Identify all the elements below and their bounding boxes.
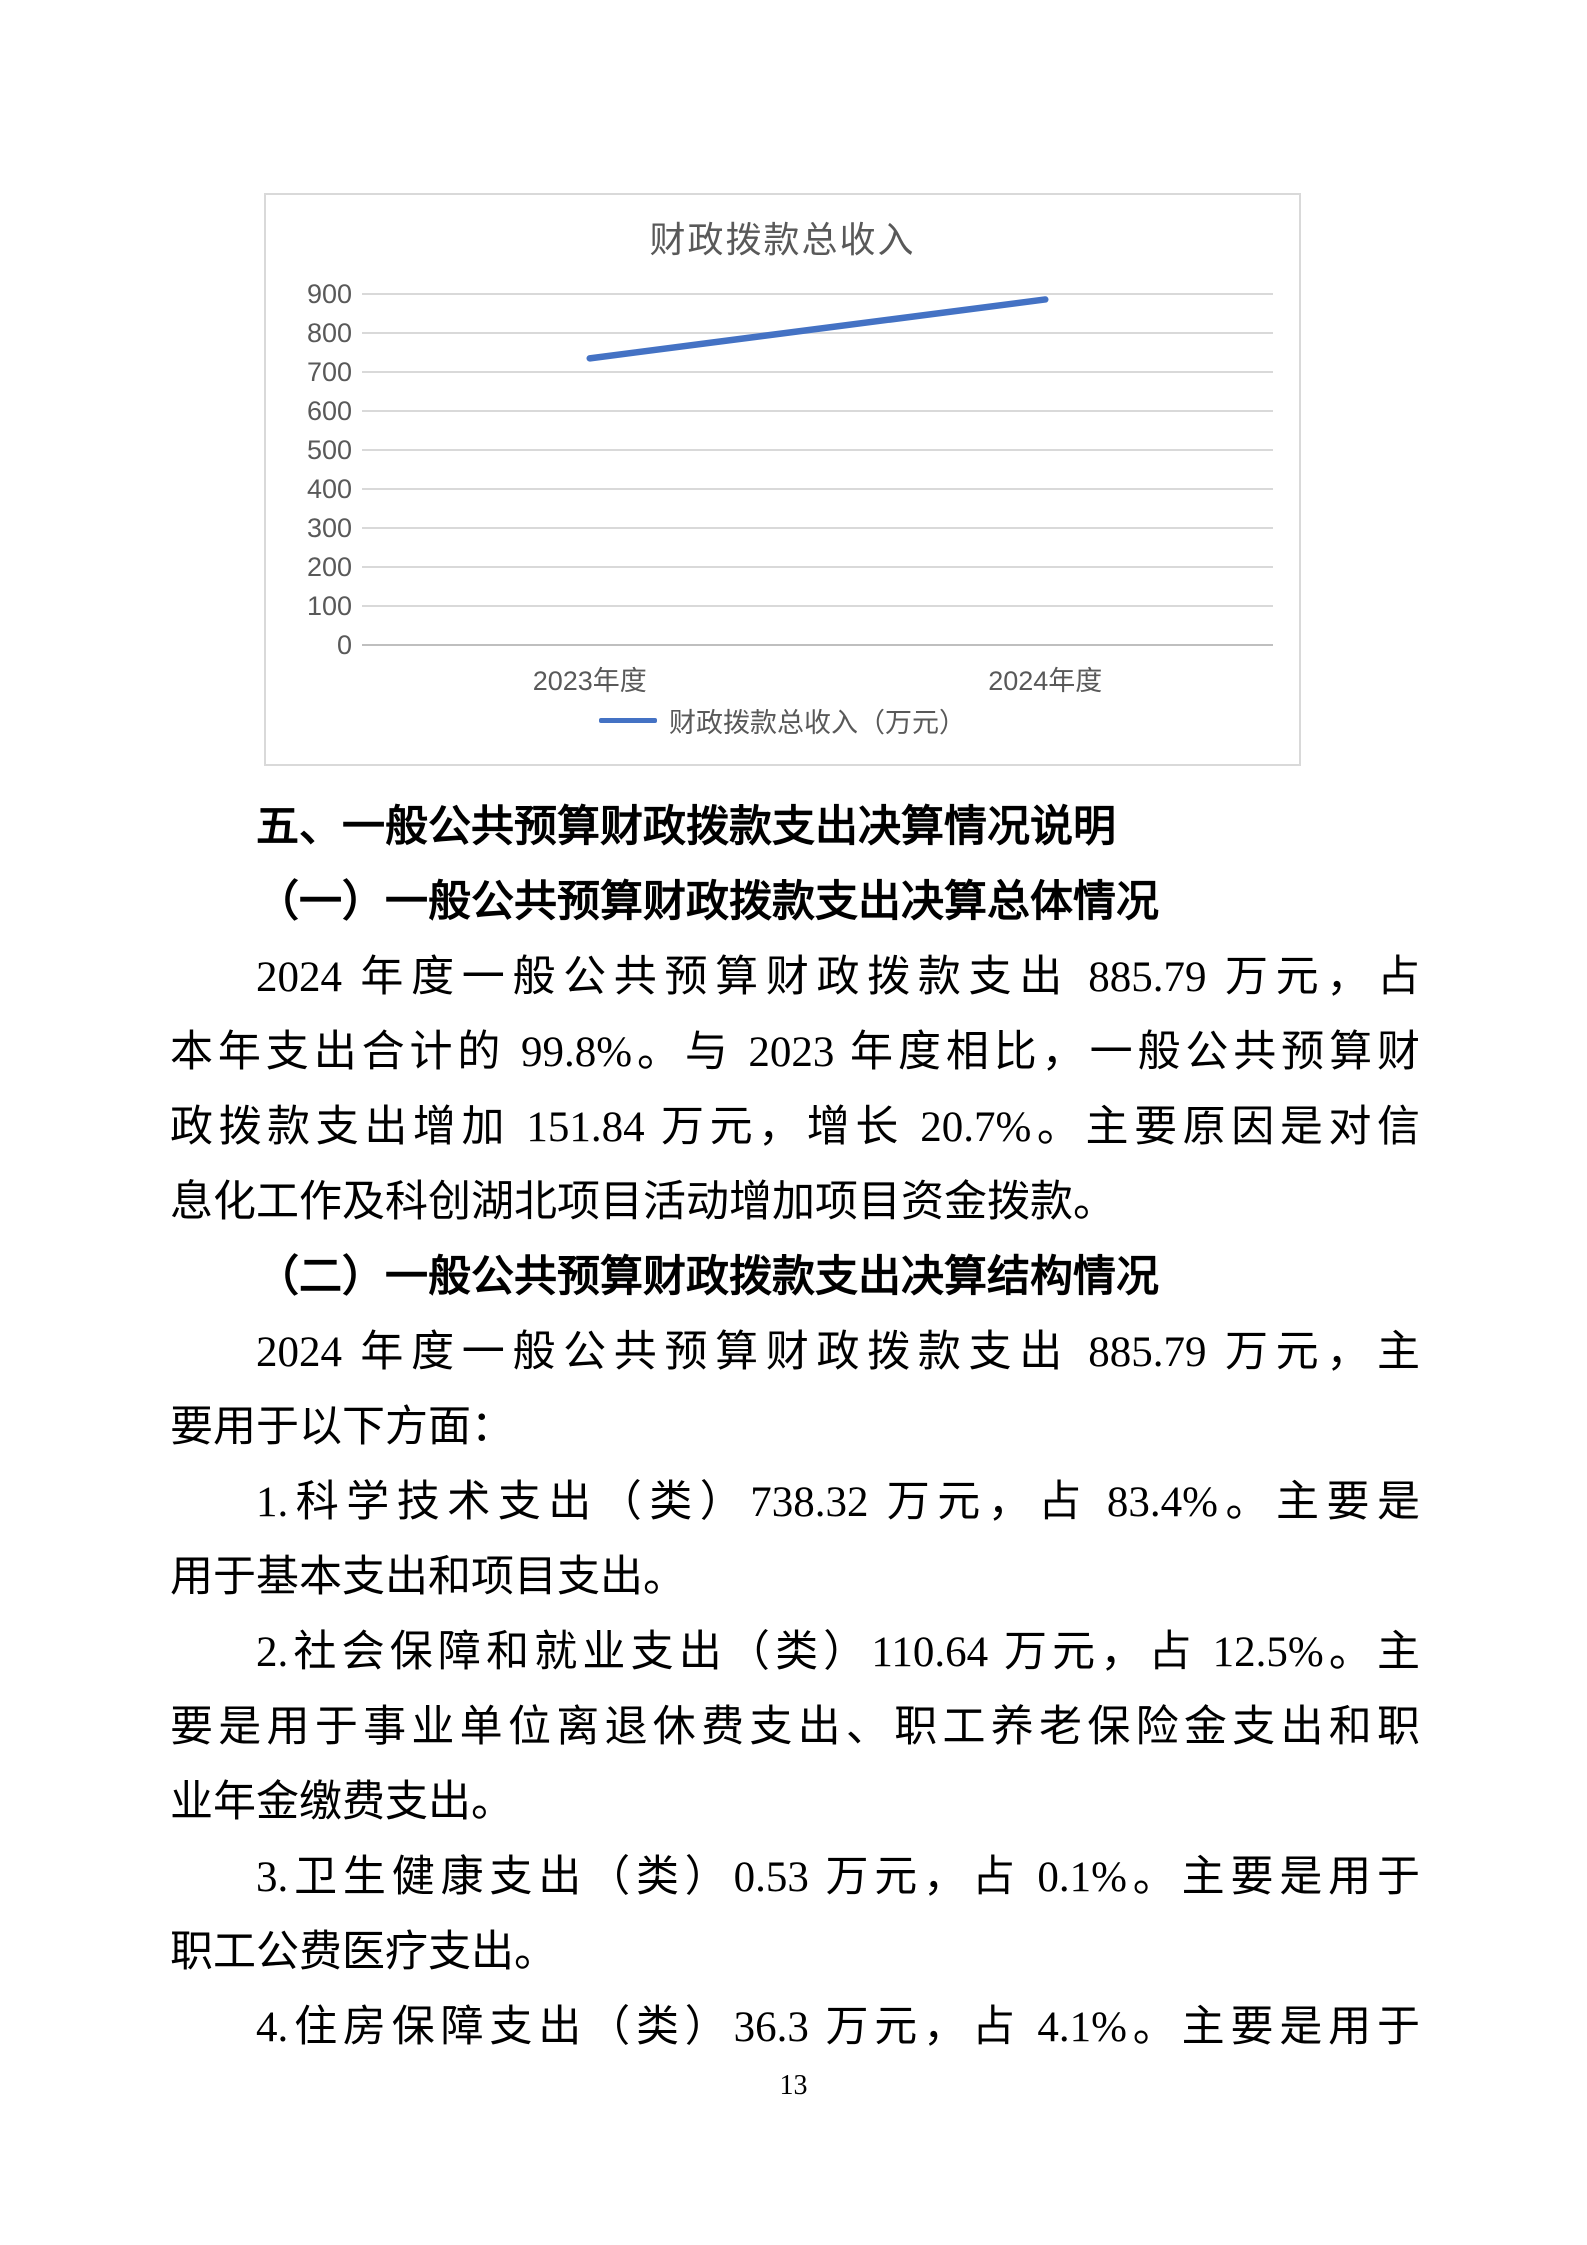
gridline bbox=[362, 293, 1273, 295]
section-heading: 五、一般公共预算财政拨款支出决算情况说明 bbox=[256, 803, 1116, 851]
body-line: 4.住房保障支出（类）36.3 万元，占 4.1%。主要是用于 bbox=[256, 2004, 1420, 2051]
gridline bbox=[362, 332, 1273, 334]
page-number: 13 bbox=[779, 2070, 808, 2101]
body-line: 业年金缴费支出。 bbox=[170, 1779, 514, 1826]
y-axis-tick-label: 800 bbox=[306, 318, 352, 348]
gridline bbox=[362, 449, 1273, 451]
chart-title: 财政拨款总收入 bbox=[649, 219, 916, 260]
x-axis-tick-label: 2024年度 bbox=[988, 666, 1103, 696]
y-axis-tick-label: 700 bbox=[306, 357, 352, 387]
gridline bbox=[362, 527, 1273, 529]
body-line: 职工公费医疗支出。 bbox=[170, 1929, 557, 1976]
body-line: 要用于以下方面： bbox=[170, 1404, 514, 1451]
y-axis-tick-label: 600 bbox=[306, 396, 352, 426]
gridline bbox=[362, 644, 1273, 646]
body-line: 用于基本支出和项目支出。 bbox=[170, 1554, 686, 1601]
y-axis-tick-label: 900 bbox=[306, 279, 352, 309]
legend-label: 财政拨款总收入（万元） bbox=[669, 708, 966, 738]
body-line: 政拨款支出增加 151.84 万元，增长 20.7%。主要原因是对信 bbox=[170, 1104, 1420, 1151]
chart-plot-area: 0 100 200 300 400 500 600 700 800 900 2023年度 2024年度 bbox=[266, 195, 1299, 764]
y-axis-tick-label: 500 bbox=[306, 435, 352, 465]
gridline bbox=[362, 566, 1273, 568]
body-line: 2.社会保障和就业支出（类）110.64 万元，占 12.5%。主 bbox=[256, 1629, 1420, 1676]
y-axis-tick-label: 300 bbox=[306, 513, 352, 543]
body-line: 要是用于事业单位离退休费支出、职工养老保险金支出和职 bbox=[170, 1704, 1420, 1751]
section-heading: （二）一般公共预算财政拨款支出决算结构情况 bbox=[256, 1254, 1159, 1301]
document-body: 五、一般公共预算财政拨款支出决算情况说明 （一）一般公共预算财政拨款支出决算总体情… bbox=[170, 790, 1420, 2065]
body-line: 2024 年度一般公共预算财政拨款支出 885.79 万元，占 bbox=[256, 954, 1420, 1001]
fiscal-income-chart: 财政拨款总收入 0 100 200 300 400 500 600 700 800 900 2023… bbox=[264, 193, 1301, 766]
y-axis-tick-label: 0 bbox=[336, 630, 352, 660]
x-axis-tick-label: 2023年度 bbox=[532, 666, 647, 696]
y-axis-tick-label: 200 bbox=[306, 552, 352, 582]
body-line: 1.科学技术支出（类）738.32 万元，占 83.4%。主要是 bbox=[256, 1479, 1420, 1526]
legend-line-swatch bbox=[599, 718, 657, 723]
gridline bbox=[362, 371, 1273, 373]
gridline bbox=[362, 488, 1273, 490]
chart-series-line bbox=[586, 296, 1049, 362]
chart-legend: 财政拨款总收入（万元） bbox=[266, 701, 1299, 740]
y-axis-tick-label: 100 bbox=[306, 591, 352, 621]
body-line: 息化工作及科创湖北项目活动增加项目资金拨款。 bbox=[170, 1179, 1116, 1226]
section-heading: （一）一般公共预算财政拨款支出决算总体情况 bbox=[256, 879, 1159, 926]
body-line: 本年支出合计的 99.8%。与 2023 年度相比，一般公共预算财 bbox=[170, 1029, 1420, 1076]
body-line: 2024 年度一般公共预算财政拨款支出 885.79 万元，主 bbox=[256, 1329, 1420, 1376]
y-axis-tick-label: 400 bbox=[306, 474, 352, 504]
gridline bbox=[362, 410, 1273, 412]
gridline bbox=[362, 605, 1273, 607]
body-line: 3.卫生健康支出（类）0.53 万元，占 0.1%。主要是用于 bbox=[256, 1854, 1420, 1901]
